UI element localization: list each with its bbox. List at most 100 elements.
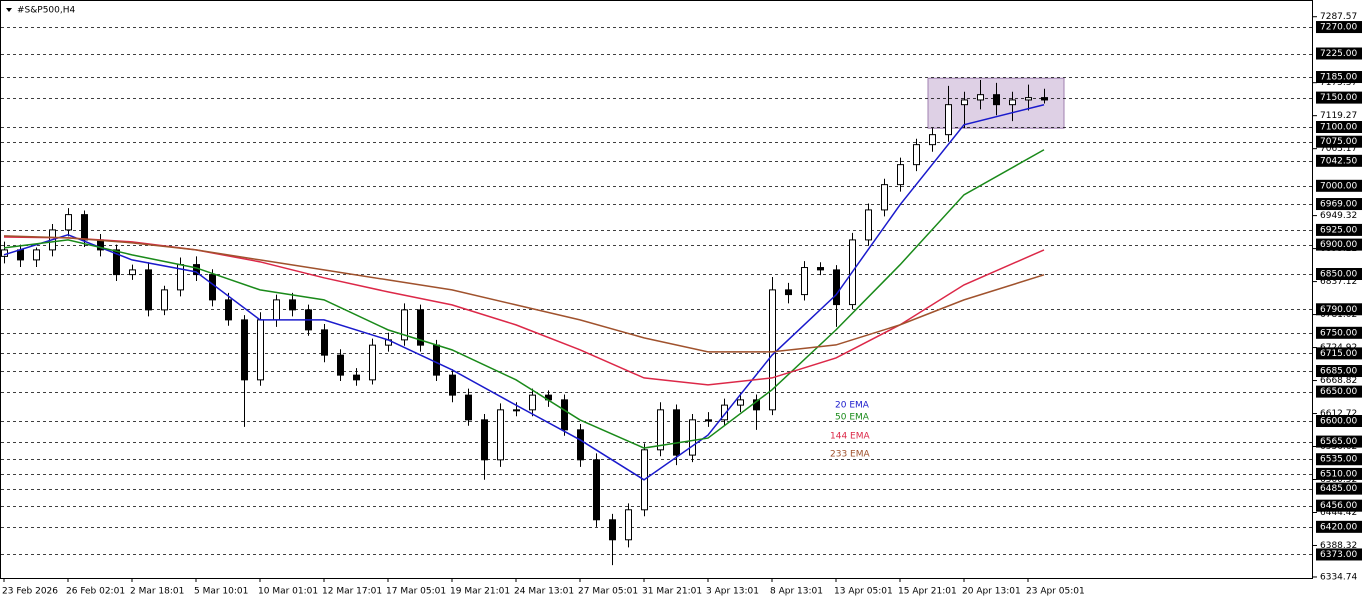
x-tick-label: 3 Apr 13:01	[706, 587, 759, 597]
level-label: 6715.00	[1320, 349, 1357, 359]
candle-body	[865, 209, 872, 241]
candle-body	[465, 394, 472, 421]
plot-frame	[0, 0, 1313, 579]
candle-body	[65, 214, 72, 231]
level-label-box	[1316, 435, 1362, 448]
level-label: 6925.00	[1320, 225, 1357, 235]
chart-title: #S&P500,H4	[17, 6, 76, 16]
y-tick-label: 6668.82	[1320, 376, 1357, 386]
x-tick-label: 15 Apr 21:01	[898, 587, 957, 597]
level-label: 6420.00	[1320, 522, 1357, 532]
candle-body	[737, 399, 744, 406]
level-label: 6969.00	[1320, 200, 1357, 210]
candle-body	[801, 267, 808, 296]
candle-body	[369, 344, 376, 381]
x-tick-label: 5 Mar 10:01	[194, 587, 248, 597]
y-tick-label: 7119.27	[1320, 111, 1357, 121]
x-tick-label: 13 Apr 05:01	[834, 587, 893, 597]
candle-body	[673, 409, 680, 456]
level-label: 6510.00	[1320, 469, 1357, 479]
level-label-box	[1316, 326, 1362, 339]
candle-body	[593, 459, 600, 521]
candle-body	[977, 94, 984, 101]
ema-line	[3, 236, 1045, 386]
candle-body	[337, 354, 344, 376]
candle-body	[273, 299, 280, 321]
menu-triangle[interactable]	[6, 8, 12, 12]
candle-body	[161, 289, 168, 311]
candle-body	[353, 374, 360, 381]
level-label-box	[1316, 91, 1362, 104]
y-tick-label: 7287.57	[1320, 12, 1357, 22]
level-label: 7075.00	[1320, 137, 1357, 147]
level-label: 6535.00	[1320, 455, 1357, 465]
level-label: 6850.00	[1320, 270, 1357, 280]
ema-line	[3, 104, 1045, 481]
candle-body	[881, 184, 888, 211]
level-label-box	[1316, 453, 1362, 466]
x-tick-label: 10 Mar 01:01	[258, 587, 318, 597]
x-tick-label: 24 Mar 13:01	[514, 587, 574, 597]
candle-body	[961, 99, 968, 106]
x-tick-label: 31 Mar 21:01	[642, 587, 702, 597]
candle-body	[513, 409, 520, 412]
level-label-box	[1316, 47, 1362, 60]
candle-body	[113, 249, 120, 276]
level-label: 7000.00	[1320, 181, 1357, 191]
candle-body	[817, 267, 824, 271]
level-label: 7225.00	[1320, 49, 1357, 59]
level-label: 7185.00	[1320, 73, 1357, 83]
y-tick-label: 6949.32	[1320, 211, 1357, 221]
ema-line	[3, 235, 1045, 353]
candle-body	[753, 399, 760, 411]
level-label-box	[1316, 238, 1362, 251]
level-label-box	[1316, 415, 1362, 428]
level-label-box	[1316, 268, 1362, 281]
candle-body	[33, 249, 40, 261]
candle-body	[1025, 97, 1032, 101]
y-tick-label: 6334.74	[1320, 572, 1357, 582]
candle-body	[321, 329, 328, 356]
ema-label: 50 EMA	[835, 413, 870, 423]
candle-body	[705, 419, 712, 422]
level-label: 6373.00	[1320, 550, 1357, 560]
candle-body	[625, 509, 632, 541]
x-tick-label: 19 Mar 21:01	[450, 587, 510, 597]
level-label: 6485.00	[1320, 484, 1357, 494]
x-tick-label: 12 Mar 17:01	[322, 587, 382, 597]
level-label-box	[1316, 482, 1362, 495]
ema-label: 20 EMA	[835, 401, 870, 411]
level-label-box	[1316, 520, 1362, 533]
y-tick-label: 6444.42	[1320, 508, 1357, 518]
level-label-box	[1316, 365, 1362, 378]
level-label: 7150.00	[1320, 93, 1357, 103]
level-label: 6685.00	[1320, 367, 1357, 377]
candle-body	[145, 269, 152, 311]
level-label-box	[1316, 21, 1362, 34]
level-label: 6600.00	[1320, 417, 1357, 427]
x-tick-label: 17 Mar 05:01	[386, 587, 446, 597]
level-label-box	[1316, 135, 1362, 148]
x-tick-label: 23 Apr 05:01	[1026, 587, 1085, 597]
candle-body	[17, 249, 24, 261]
x-tick-label: 23 Feb 2026	[2, 587, 58, 597]
level-label: 6650.00	[1320, 387, 1357, 397]
candle-body	[721, 404, 728, 421]
level-label-box	[1316, 198, 1362, 211]
level-label-box	[1316, 71, 1362, 84]
candle-body	[657, 409, 664, 451]
candle-body	[129, 269, 136, 276]
candle-body	[289, 299, 296, 311]
level-label-box	[1316, 347, 1362, 360]
ema-label: 144 EMA	[830, 432, 870, 442]
candle-body	[81, 214, 88, 241]
candle-body	[993, 94, 1000, 106]
level-label-box	[1316, 548, 1362, 561]
y-tick-label: 7175.37	[1320, 78, 1357, 88]
candle-body	[529, 394, 536, 411]
candle-body	[401, 309, 408, 341]
y-tick-label: 6500.52	[1320, 475, 1357, 485]
level-label: 7042.50	[1320, 156, 1357, 166]
level-label-box	[1316, 467, 1362, 480]
candle-body	[417, 309, 424, 346]
